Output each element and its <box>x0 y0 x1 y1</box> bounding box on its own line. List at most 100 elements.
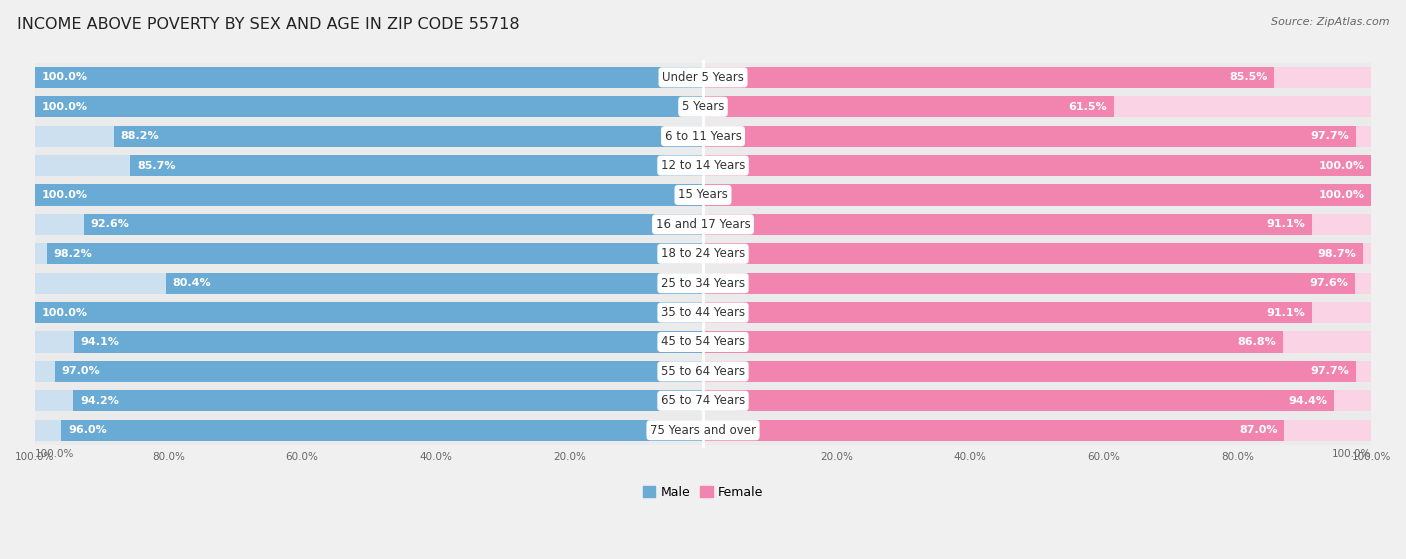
Bar <box>35 96 703 117</box>
Text: 100.0%: 100.0% <box>41 307 87 318</box>
Bar <box>35 239 1371 268</box>
Text: 6 to 11 Years: 6 to 11 Years <box>665 130 741 143</box>
Text: 94.1%: 94.1% <box>80 337 120 347</box>
Text: 94.4%: 94.4% <box>1288 396 1327 406</box>
Bar <box>35 151 1371 180</box>
Bar <box>703 214 1312 235</box>
Text: 91.1%: 91.1% <box>1267 219 1305 229</box>
Text: 5 Years: 5 Years <box>682 100 724 113</box>
Text: 86.8%: 86.8% <box>1237 337 1277 347</box>
Bar <box>703 302 1371 323</box>
Bar <box>35 386 1371 415</box>
Bar <box>703 390 1334 411</box>
Text: 96.0%: 96.0% <box>67 425 107 435</box>
Bar <box>35 96 703 117</box>
Bar <box>35 415 1371 445</box>
Text: 100.0%: 100.0% <box>41 190 87 200</box>
Bar <box>703 155 1371 176</box>
Text: 15 Years: 15 Years <box>678 188 728 201</box>
Bar <box>73 390 703 411</box>
Bar <box>35 357 1371 386</box>
Bar <box>703 331 1284 353</box>
Bar <box>46 243 703 264</box>
Bar <box>703 214 1371 235</box>
Text: 45 to 54 Years: 45 to 54 Years <box>661 335 745 348</box>
Bar <box>35 184 703 206</box>
Bar <box>703 184 1371 206</box>
Text: 94.2%: 94.2% <box>80 396 120 406</box>
Text: 16 and 17 Years: 16 and 17 Years <box>655 218 751 231</box>
Bar <box>35 214 703 235</box>
Text: 87.0%: 87.0% <box>1239 425 1278 435</box>
Bar <box>62 420 703 441</box>
Text: 100.0%: 100.0% <box>41 102 87 112</box>
Text: 100.0%: 100.0% <box>1319 190 1365 200</box>
Text: 61.5%: 61.5% <box>1069 102 1108 112</box>
Bar <box>84 214 703 235</box>
Bar <box>703 331 1371 353</box>
Text: 88.2%: 88.2% <box>121 131 159 141</box>
Bar <box>703 361 1355 382</box>
Text: 98.2%: 98.2% <box>53 249 93 259</box>
Bar <box>35 63 1371 92</box>
Bar <box>703 126 1371 147</box>
Bar <box>703 96 1371 117</box>
Text: 85.7%: 85.7% <box>136 160 176 170</box>
Text: Source: ZipAtlas.com: Source: ZipAtlas.com <box>1271 17 1389 27</box>
Bar <box>35 126 703 147</box>
Bar <box>35 180 1371 210</box>
Text: Under 5 Years: Under 5 Years <box>662 71 744 84</box>
Text: 97.7%: 97.7% <box>1310 131 1350 141</box>
Text: 97.0%: 97.0% <box>62 366 100 376</box>
Text: 100.0%: 100.0% <box>1319 160 1365 170</box>
Bar <box>35 327 1371 357</box>
Text: 100.0%: 100.0% <box>1331 449 1371 459</box>
Bar <box>35 420 703 441</box>
Bar <box>703 243 1362 264</box>
Bar <box>35 210 1371 239</box>
Bar <box>703 67 1274 88</box>
Bar <box>35 92 1371 121</box>
Bar <box>35 298 1371 327</box>
Bar <box>35 121 1371 151</box>
Bar <box>35 67 703 88</box>
Text: 97.6%: 97.6% <box>1310 278 1348 288</box>
Bar <box>703 420 1371 441</box>
Bar <box>703 302 1312 323</box>
Bar <box>703 361 1371 382</box>
Legend: Male, Female: Male, Female <box>638 481 768 504</box>
Bar <box>703 67 1371 88</box>
Text: 97.7%: 97.7% <box>1310 366 1350 376</box>
Text: 18 to 24 Years: 18 to 24 Years <box>661 247 745 260</box>
Bar <box>131 155 703 176</box>
Text: 100.0%: 100.0% <box>41 72 87 82</box>
Bar <box>35 243 703 264</box>
Text: INCOME ABOVE POVERTY BY SEX AND AGE IN ZIP CODE 55718: INCOME ABOVE POVERTY BY SEX AND AGE IN Z… <box>17 17 519 32</box>
Bar <box>35 184 703 206</box>
Bar <box>703 243 1371 264</box>
Bar <box>35 361 703 382</box>
Text: 12 to 14 Years: 12 to 14 Years <box>661 159 745 172</box>
Bar <box>114 126 703 147</box>
Bar <box>35 155 703 176</box>
Bar <box>35 302 703 323</box>
Bar <box>35 67 703 88</box>
Bar <box>703 273 1355 294</box>
Text: 75 Years and over: 75 Years and over <box>650 424 756 437</box>
Bar <box>55 361 703 382</box>
Text: 55 to 64 Years: 55 to 64 Years <box>661 365 745 378</box>
Text: 65 to 74 Years: 65 to 74 Years <box>661 394 745 408</box>
Bar <box>703 390 1371 411</box>
Text: 92.6%: 92.6% <box>91 219 129 229</box>
Bar <box>703 420 1285 441</box>
Text: 85.5%: 85.5% <box>1229 72 1268 82</box>
Bar <box>35 331 703 353</box>
Text: 98.7%: 98.7% <box>1317 249 1355 259</box>
Text: 80.4%: 80.4% <box>173 278 211 288</box>
Bar <box>703 184 1371 206</box>
Bar <box>703 273 1371 294</box>
Bar <box>35 302 703 323</box>
Text: 91.1%: 91.1% <box>1267 307 1305 318</box>
Text: 100.0%: 100.0% <box>35 449 75 459</box>
Bar <box>703 96 1114 117</box>
